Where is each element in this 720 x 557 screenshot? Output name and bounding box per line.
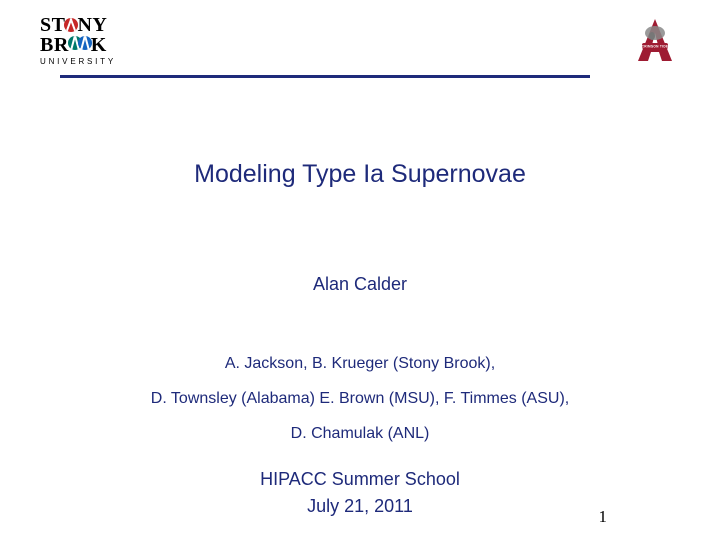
- slide-title: Modeling Type Ia Supernovae: [0, 160, 720, 189]
- slide-header: ST NY BR K UNIVERSITY CRIMSON TIDE: [0, 0, 720, 90]
- page-number: 1: [599, 507, 608, 527]
- logo-text: BR: [40, 34, 69, 56]
- header-rule: [60, 75, 590, 78]
- venue-block: HIPACC Summer School July 21, 2011: [0, 466, 720, 520]
- stony-brook-logo: ST NY BR K UNIVERSITY: [40, 15, 150, 66]
- logo-text: K: [91, 34, 107, 56]
- logo-line2: BR K: [40, 35, 150, 56]
- logo-text: ST: [40, 14, 65, 36]
- venue-name: HIPACC Summer School: [0, 466, 720, 493]
- presenter-name: Alan Calder: [0, 274, 720, 295]
- oo-rays-icon: [68, 36, 92, 56]
- coauthor-line: A. Jackson, B. Krueger (Stony Brook),: [0, 350, 720, 377]
- slide-content: Modeling Type Ia Supernovae Alan Calder …: [0, 90, 720, 520]
- coauthor-line: D. Chamulak (ANL): [0, 420, 720, 447]
- svg-text:CRIMSON TIDE: CRIMSON TIDE: [642, 45, 669, 49]
- logo-text: NY: [77, 14, 107, 36]
- venue-date: July 21, 2011: [0, 493, 720, 520]
- logo-line3: UNIVERSITY: [40, 57, 150, 66]
- alabama-logo: CRIMSON TIDE: [630, 15, 680, 65]
- logo-line1: ST NY: [40, 15, 150, 35]
- coauthor-line: D. Townsley (Alabama) E. Brown (MSU), F.…: [0, 385, 720, 412]
